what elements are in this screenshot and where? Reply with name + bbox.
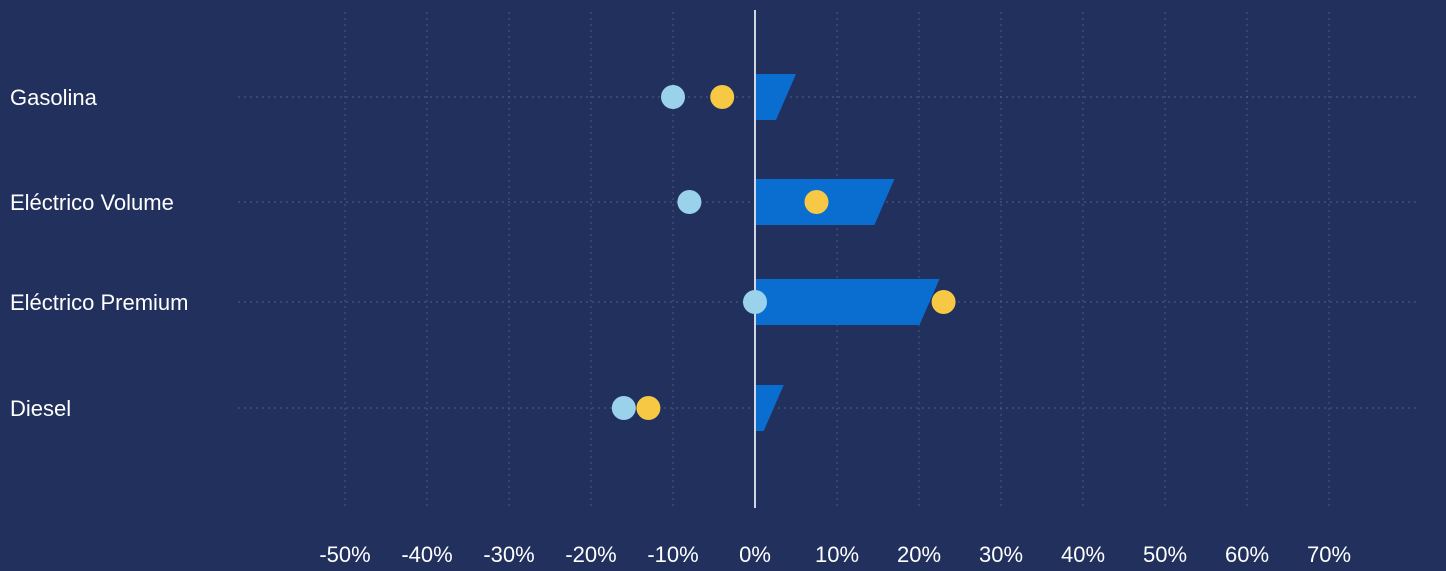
x-tick-label: 60%: [1225, 542, 1269, 567]
dot-series1-1: [804, 190, 829, 214]
x-axis-tick-labels: -50% -40% -30% -20% -10% 0% 10% 20% 30% 40% 50% 60%…: [319, 542, 1351, 567]
x-tick-label: 0%: [739, 542, 771, 567]
bar-3: [755, 385, 784, 431]
dot-series1-3: [636, 396, 661, 420]
bar-0: [755, 74, 796, 120]
x-tick-label: -20%: [565, 542, 616, 567]
x-tick-label: 40%: [1061, 542, 1105, 567]
x-tick-label: 20%: [897, 542, 941, 567]
dot-series0-2: [743, 290, 767, 314]
x-tick-label: 70%: [1307, 542, 1351, 567]
x-tick-label: -50%: [319, 542, 370, 567]
bars: [755, 74, 940, 431]
x-tick-label: 30%: [979, 542, 1023, 567]
category-labels: Gasolina Eléctrico Volume Eléctrico Premiu…: [10, 85, 188, 421]
x-tick-label: -30%: [483, 542, 534, 567]
dot-series0-0: [661, 85, 685, 109]
category-label: Gasolina: [10, 85, 98, 110]
bar-2: [755, 279, 940, 325]
x-tick-label: -40%: [401, 542, 452, 567]
category-label: Eléctrico Premium: [10, 290, 188, 315]
dot-series0-3: [611, 396, 636, 420]
category-label: Eléctrico Volume: [10, 190, 174, 215]
dots: [611, 85, 956, 420]
gridlines: [238, 12, 1420, 508]
dot-series1-0: [710, 85, 735, 109]
x-tick-label: -10%: [647, 542, 698, 567]
x-tick-label: 10%: [815, 542, 859, 567]
dot-series0-1: [677, 190, 702, 214]
x-tick-label: 50%: [1143, 542, 1187, 567]
dot-series1-2: [931, 290, 956, 314]
category-label: Diesel: [10, 396, 71, 421]
